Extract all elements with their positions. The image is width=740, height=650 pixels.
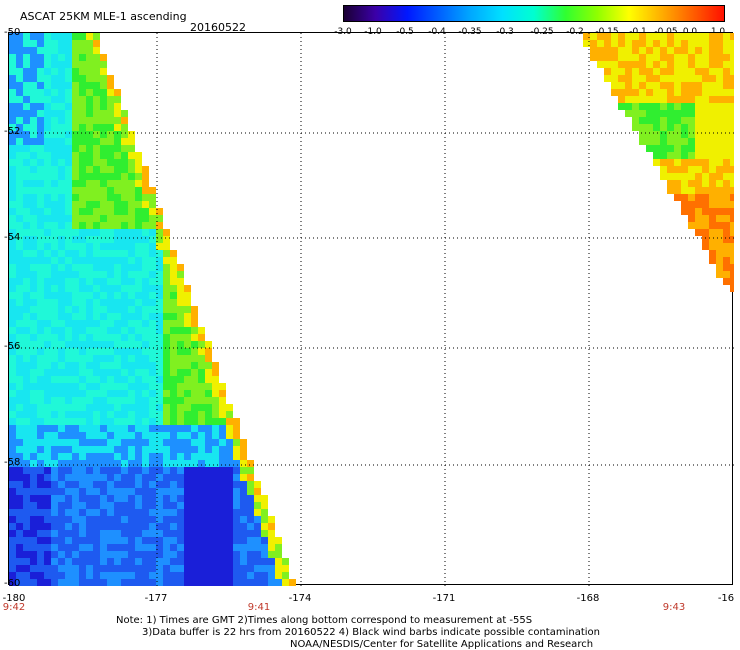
lat-label: -54 [4, 232, 21, 243]
lon-label: -16 [717, 593, 735, 604]
lon-label: -180 [2, 593, 26, 604]
product-date: 20160522 [190, 21, 246, 34]
swath-map [9, 33, 737, 586]
note-line-2: 3)Data buffer is 22 hrs from 20160522 4)… [142, 627, 600, 638]
time-label: 9:41 [247, 602, 271, 613]
lat-label: -58 [4, 457, 21, 468]
time-label: 9:43 [662, 602, 686, 613]
map-plot-area [8, 32, 737, 586]
lat-label: -56 [4, 341, 21, 352]
colorbar-fill [344, 6, 724, 21]
note-line-3: NOAA/NESDIS/Center for Satellite Applica… [290, 639, 594, 650]
lon-label: -171 [432, 593, 456, 604]
lat-label: -50 [4, 27, 21, 38]
lat-label: -52 [4, 126, 21, 137]
time-label: 9:42 [2, 602, 26, 613]
note-line-1: Note: 1) Times are GMT 2)Times along bot… [116, 615, 533, 626]
product-title: ASCAT 25KM MLE-1 ascending [20, 10, 187, 23]
lon-label: -168 [576, 593, 600, 604]
colorbar [343, 5, 725, 22]
colorbar-gradient [344, 6, 724, 21]
lon-label: -174 [288, 593, 312, 604]
lat-label: -60 [4, 578, 21, 589]
lon-label: -177 [144, 593, 168, 604]
